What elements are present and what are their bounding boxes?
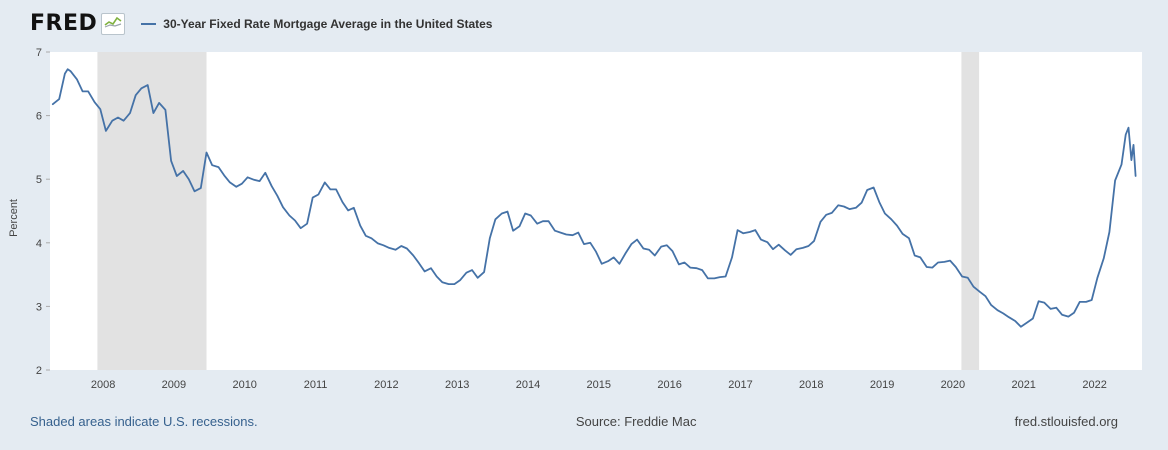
recession-band <box>97 52 207 370</box>
legend-label: 30-Year Fixed Rate Mortgage Average in t… <box>163 17 493 31</box>
y-tick-label: 2 <box>36 365 42 377</box>
x-tick-label: 2021 <box>1011 379 1035 391</box>
x-tick-label: 2017 <box>728 379 752 391</box>
x-tick-label: 2014 <box>516 379 540 391</box>
data-line <box>51 68 1137 328</box>
mortgage-rate-chart[interactable]: 2 3 4 5 6 7 2008 2009 2010 2011 2012 2013 2014 2015 20… <box>24 42 1146 394</box>
recession-band <box>961 52 980 370</box>
x-tick-label: 2008 <box>91 379 115 391</box>
y-axis-title: Percent <box>8 199 20 237</box>
x-tick-label: 2018 <box>799 379 823 391</box>
x-tick-label: 2009 <box>162 379 186 391</box>
chart-region: Percent 2 3 4 5 6 7 2008 2009 2010 2011 2012 2013 20… <box>0 39 1168 394</box>
fred-url-text: fred.stlouisfed.org <box>1014 414 1118 429</box>
fred-logo[interactable]: FRED <box>30 11 126 36</box>
x-tick-label: 2020 <box>941 379 965 391</box>
x-tick-label: 2019 <box>870 379 894 391</box>
x-tick-label: 2016 <box>657 379 681 391</box>
x-tick-label: 2022 <box>1082 379 1106 391</box>
y-tick-label: 3 <box>36 301 42 313</box>
source-text: Source: Freddie Mac <box>575 414 697 429</box>
y-tick-label: 4 <box>36 238 42 250</box>
chart-legend: 30-Year Fixed Rate Mortgage Average in t… <box>141 17 492 31</box>
x-tick-label: 2010 <box>232 379 256 391</box>
plot-area[interactable] <box>50 52 1142 370</box>
footer: Shaded areas indicate U.S. recessions. S… <box>0 394 1168 429</box>
legend-line-swatch <box>141 23 157 25</box>
x-tick-label: 2015 <box>587 379 611 391</box>
x-tick-label: 2013 <box>445 379 469 391</box>
x-tick-label: 2012 <box>374 379 398 391</box>
header: FRED 30-Year Fixed Rate Mortgage Average… <box>0 0 1168 39</box>
recession-note-link[interactable]: Shaded areas indicate U.S. recessions. <box>30 414 258 429</box>
y-tick-label: 7 <box>36 47 42 59</box>
y-tick-label: 5 <box>36 174 42 186</box>
x-tick-label: 2011 <box>304 379 328 391</box>
y-tick-label: 6 <box>36 111 42 123</box>
fred-logo-text: FRED <box>30 11 98 36</box>
fred-logo-sparkline-icon <box>101 13 126 35</box>
